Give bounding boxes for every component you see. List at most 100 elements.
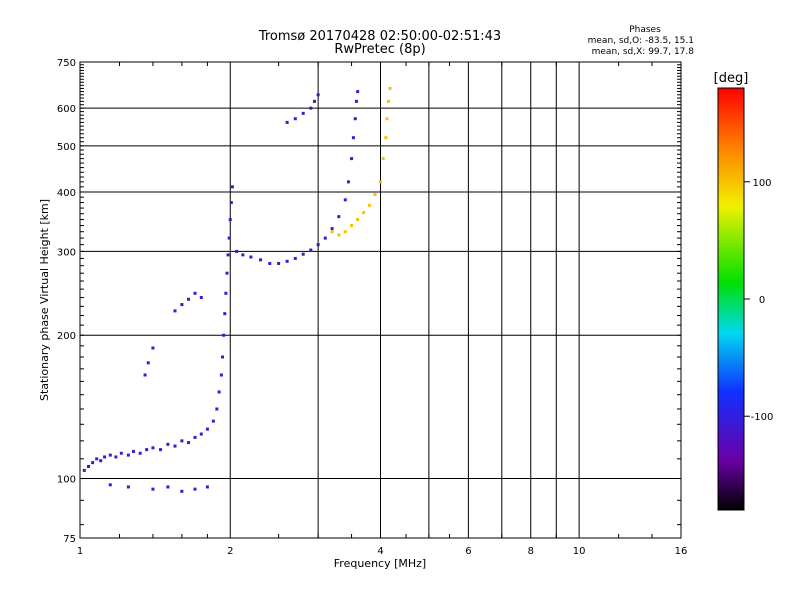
data-point-O bbox=[229, 201, 233, 205]
data-point-O bbox=[114, 455, 118, 459]
data-point-O bbox=[143, 373, 147, 377]
data-point-O bbox=[351, 136, 355, 140]
x-tick-label: 8 bbox=[528, 546, 534, 557]
x-tick-label: 1 bbox=[77, 546, 83, 557]
stats-header: Phases bbox=[629, 25, 661, 35]
data-point-O bbox=[316, 243, 320, 247]
data-point-X bbox=[381, 157, 385, 161]
data-point-O bbox=[126, 453, 130, 457]
data-point-X bbox=[388, 86, 392, 90]
data-point-X bbox=[362, 211, 366, 215]
y-tick-label: 500 bbox=[57, 142, 76, 153]
x-axis-label: Frequency [MHz] bbox=[334, 557, 426, 570]
colorbar-tick-label: 0 bbox=[759, 295, 765, 306]
y-tick-label: 200 bbox=[57, 331, 76, 342]
data-point-O bbox=[350, 157, 354, 161]
data-point-O bbox=[215, 407, 219, 411]
data-point-O bbox=[227, 236, 231, 240]
data-point-X bbox=[350, 224, 354, 228]
data-point-O bbox=[285, 120, 289, 124]
data-point-O bbox=[259, 258, 263, 262]
data-point-O bbox=[241, 253, 245, 257]
data-point-O bbox=[173, 309, 177, 313]
x-tick-label: 2 bbox=[227, 546, 233, 557]
data-point-O bbox=[145, 448, 149, 452]
data-point-O bbox=[226, 253, 230, 257]
data-point-X bbox=[379, 180, 382, 184]
data-point-O bbox=[235, 249, 239, 253]
data-point-O bbox=[166, 485, 170, 489]
data-point-O bbox=[119, 451, 123, 455]
data-point-O bbox=[187, 441, 191, 445]
data-point-O bbox=[180, 303, 184, 307]
data-point-O bbox=[309, 106, 313, 110]
data-point-O bbox=[91, 461, 95, 465]
axis-ticks bbox=[80, 62, 681, 538]
data-point-O bbox=[309, 248, 313, 252]
data-point-O bbox=[205, 485, 209, 489]
data-point-O bbox=[180, 439, 184, 443]
data-point-X bbox=[373, 193, 377, 197]
data-point-O bbox=[151, 487, 155, 491]
data-point-O bbox=[293, 117, 297, 121]
stats-o-line: mean, sd,O: -83.5, 15.1 bbox=[588, 36, 694, 46]
data-point-O bbox=[277, 261, 281, 265]
data-point-O bbox=[285, 259, 289, 263]
data-point-O bbox=[151, 446, 155, 450]
y-tick-label: 75 bbox=[63, 534, 76, 545]
colorbar-label: [deg] bbox=[714, 71, 749, 86]
data-point-O bbox=[293, 256, 297, 260]
data-point-O bbox=[337, 215, 341, 219]
data-point-O bbox=[108, 453, 112, 457]
y-tick-label: 400 bbox=[57, 188, 76, 199]
data-point-O bbox=[132, 449, 136, 453]
data-point-X bbox=[384, 136, 388, 140]
data-point-O bbox=[343, 198, 347, 202]
data-point-O bbox=[301, 111, 305, 115]
data-point-O bbox=[219, 373, 223, 377]
data-point-O bbox=[354, 99, 358, 103]
x-tick-label: 16 bbox=[675, 546, 688, 557]
data-point-O bbox=[199, 432, 203, 436]
data-point-X bbox=[337, 233, 341, 237]
data-point-O bbox=[193, 291, 197, 295]
data-point-O bbox=[312, 99, 316, 103]
data-point-O bbox=[159, 448, 163, 452]
stats-x-line: mean, sd,X: 99.7, 17.8 bbox=[592, 47, 695, 57]
x-tick-labels: 1 2 4 6 8 10 16 bbox=[77, 546, 688, 557]
data-point-O bbox=[180, 489, 184, 493]
data-point-O bbox=[346, 180, 350, 184]
data-point-O bbox=[228, 218, 232, 222]
x-tick-label: 10 bbox=[573, 546, 586, 557]
data-point-O bbox=[205, 427, 209, 431]
y-tick-label: 750 bbox=[57, 58, 76, 69]
colorbar bbox=[717, 87, 745, 511]
data-point-O bbox=[103, 455, 107, 459]
data-point-O bbox=[323, 236, 327, 240]
grid-lines bbox=[80, 62, 681, 538]
data-point-O bbox=[187, 297, 191, 301]
data-point-O bbox=[193, 487, 197, 491]
y-axis-label: Stationary phase Virtual Height [km] bbox=[38, 199, 51, 401]
chart-subtitle: RwPretec (8p) bbox=[334, 42, 425, 57]
data-point-O bbox=[108, 483, 112, 487]
data-point-X bbox=[385, 117, 389, 121]
colorbar-ticks: 100 0 -100 bbox=[744, 178, 773, 423]
data-point-O bbox=[199, 296, 203, 300]
data-point-O bbox=[353, 117, 357, 121]
y-tick-label: 600 bbox=[57, 104, 76, 115]
data-point-O bbox=[356, 90, 360, 94]
data-point-O bbox=[173, 444, 177, 448]
data-point-O bbox=[126, 485, 130, 489]
data-point-O bbox=[301, 252, 305, 256]
data-point-X bbox=[343, 230, 347, 234]
data-point-O bbox=[249, 255, 253, 259]
colorbar-tick-label: -100 bbox=[751, 412, 774, 423]
data-point-O bbox=[222, 333, 226, 337]
data-point-X bbox=[367, 203, 371, 207]
data-point-O bbox=[146, 361, 150, 365]
data-point-O bbox=[225, 271, 229, 275]
data-point-O bbox=[82, 468, 86, 472]
x-tick-label: 6 bbox=[465, 546, 471, 557]
